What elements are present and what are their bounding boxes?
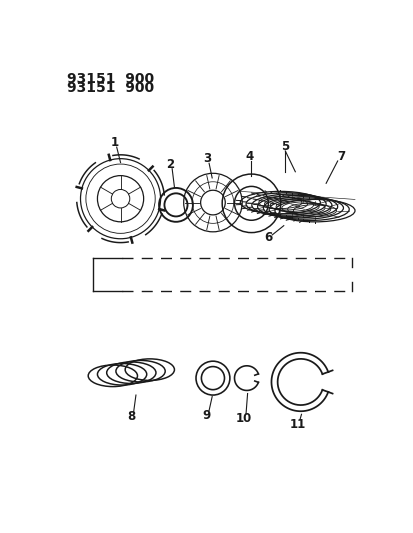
Text: 5: 5	[280, 140, 289, 153]
Text: 93151  900: 93151 900	[66, 71, 153, 86]
Text: 8: 8	[127, 410, 135, 423]
Text: 9: 9	[202, 409, 210, 422]
Text: 93151  900: 93151 900	[66, 81, 153, 95]
Text: 6: 6	[263, 231, 272, 244]
Text: 2: 2	[165, 158, 173, 171]
Text: 3: 3	[202, 152, 210, 165]
Text: 7: 7	[337, 150, 345, 163]
Text: 4: 4	[244, 150, 253, 163]
Text: 11: 11	[289, 418, 305, 431]
Text: 10: 10	[235, 411, 251, 425]
Text: 1: 1	[110, 136, 118, 149]
